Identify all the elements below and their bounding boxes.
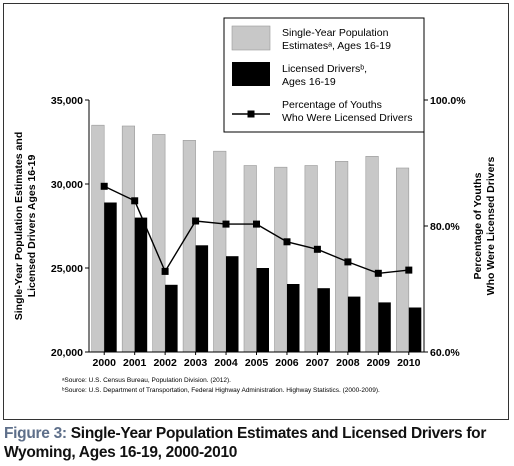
right-tick-label: 60.0% <box>430 347 460 359</box>
legend-swatch-percentage-marker <box>247 110 255 118</box>
percentage-marker <box>283 238 291 246</box>
licensed-bar <box>165 284 178 352</box>
percentage-marker <box>222 220 230 228</box>
x-tick-label: 2002 <box>153 357 177 369</box>
percentage-marker <box>313 245 321 253</box>
population-bar <box>243 165 257 353</box>
licensed-bar <box>226 256 239 352</box>
percentage-marker <box>374 269 382 277</box>
x-tick-label: 2008 <box>336 357 360 369</box>
x-tick-label: 2004 <box>214 357 238 369</box>
percentage-marker <box>100 182 108 190</box>
licensed-bar <box>195 245 209 352</box>
population-bar <box>121 125 135 353</box>
population-bar <box>365 156 379 353</box>
licensed-bar <box>347 296 361 352</box>
population-bar <box>152 134 166 353</box>
x-tick-label: 2010 <box>397 357 421 369</box>
licensed-bar <box>104 202 117 352</box>
percentage-marker <box>253 220 260 228</box>
chart: 20,000 25,000 30,000 35,000 60.0% 80.0% 100.0%… <box>13 17 497 394</box>
percentage-marker <box>192 217 200 225</box>
x-tick-label: 2001 <box>123 357 147 369</box>
legend-entry-label: Single-Year Population <box>282 27 389 39</box>
right-tick-label: 100.0% <box>430 95 466 107</box>
right-axis-title: Who Were Licensed Drivers <box>485 156 497 295</box>
x-tick-label: 2006 <box>275 357 299 369</box>
population-bar <box>213 150 227 353</box>
percentage-marker <box>161 267 169 275</box>
x-tick-label: 2005 <box>245 357 269 369</box>
licensed-bar <box>287 284 300 352</box>
legend-swatch-population <box>231 25 271 51</box>
population-bar <box>395 167 410 353</box>
licensed-bar <box>378 302 391 352</box>
licensed-bar <box>317 288 330 352</box>
legend-entry-label: Estimatesᵃ, Ages 16-19 <box>282 40 391 52</box>
left-axis-title: Single-Year Population Estimates and <box>13 132 25 320</box>
left-axis-title: Licensed Drivers Ages 16-19 <box>26 155 38 298</box>
source-note: ᵇSource: U.S. Department of Transportati… <box>62 387 380 394</box>
x-tick-label: 2009 <box>367 357 391 369</box>
x-tick-label: 2007 <box>306 357 330 369</box>
population-bar <box>304 165 318 353</box>
percentage-marker <box>405 266 413 274</box>
source-note: ᵃSource: U.S. Census Bureau, Population … <box>62 377 231 384</box>
figure-label: Figure 3: <box>4 425 67 442</box>
figure-title: Single-Year Population Estimates and Lic… <box>4 425 487 461</box>
licensed-bar <box>134 217 148 352</box>
legend-entry-label: Who Were Licensed Drivers <box>282 112 413 124</box>
x-tick-label: 2000 <box>93 357 117 369</box>
legend-entry-label: Ages 16-19 <box>282 76 336 88</box>
x-tick-label: 2003 <box>184 357 208 369</box>
legend-swatch-licensed <box>232 62 270 86</box>
left-tick-label: 20,000 <box>51 347 83 359</box>
left-tick-label: 35,000 <box>51 95 83 107</box>
population-bar <box>274 166 288 353</box>
legend-entry-label: Percentage of Youths <box>282 99 382 111</box>
population-bar <box>335 161 349 353</box>
population-bar <box>182 140 196 353</box>
right-tick-label: 80.0% <box>430 221 460 233</box>
right-axis-title: Percentage of Youths <box>472 172 484 279</box>
left-tick-label: 30,000 <box>51 179 83 191</box>
licensed-bar <box>256 268 269 352</box>
licensed-bar <box>408 307 422 352</box>
left-tick-label: 25,000 <box>51 263 83 275</box>
legend-entry-label: Licensed Driversᵇ, <box>282 63 367 75</box>
figure-caption: Figure 3: Single-Year Population Estimat… <box>4 424 510 462</box>
percentage-marker <box>344 258 352 266</box>
population-bar <box>91 124 105 353</box>
percentage-marker <box>131 197 139 205</box>
